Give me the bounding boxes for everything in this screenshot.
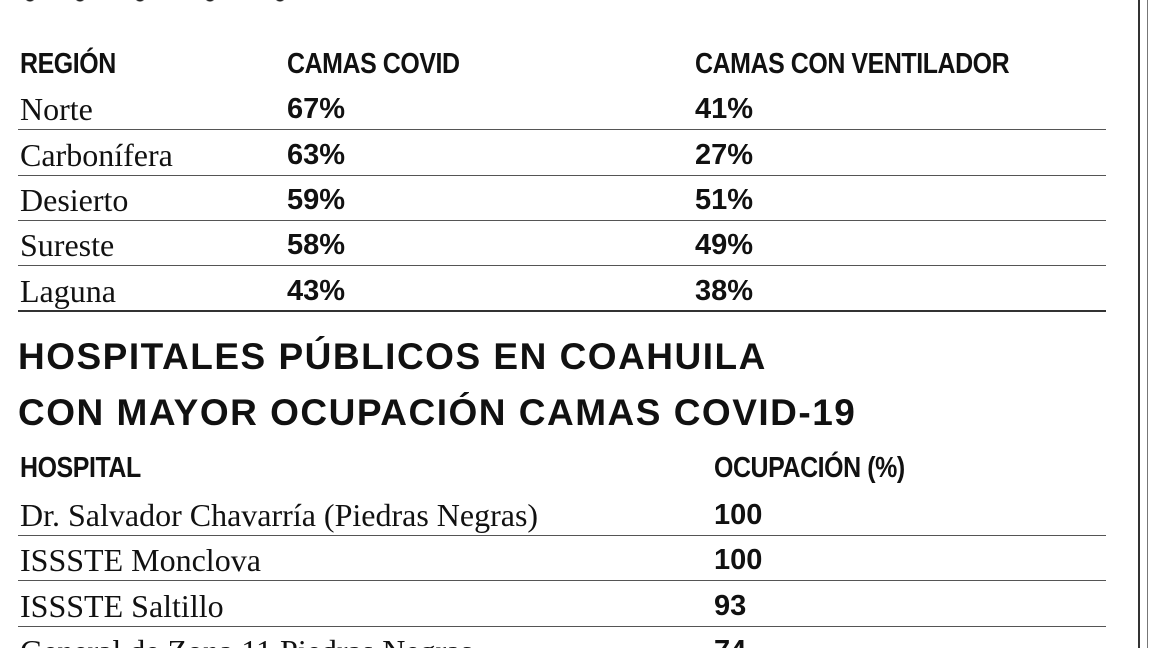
header-ventilator-beds: CAMAS CON VENTILADOR xyxy=(695,48,1010,80)
header-region: REGIÓN xyxy=(20,48,116,80)
cropped-text-fragment xyxy=(20,0,320,6)
occupancy-value: 100 xyxy=(714,499,763,531)
ventilator-beds-value: 49% xyxy=(695,229,754,261)
section-title-line-1: HOSPITALES PÚBLICOS EN COAHUILA xyxy=(18,336,767,377)
header-occupancy: OCUPACIÓN (%) xyxy=(714,452,905,484)
covid-beds-value: 58% xyxy=(287,229,346,261)
header-hospital: HOSPITAL xyxy=(20,452,141,484)
hospital-name: ISSSTE Saltillo xyxy=(20,588,224,624)
region-name: Norte xyxy=(20,91,93,127)
hospital-name: General de Zona 11 Piedras Negras xyxy=(20,635,473,648)
row-divider xyxy=(18,265,1106,266)
ventilator-beds-value: 38% xyxy=(695,275,754,307)
row-divider xyxy=(18,175,1106,176)
page-border xyxy=(1138,0,1140,648)
header-covid-beds: CAMAS COVID xyxy=(287,48,460,80)
ventilator-beds-value: 27% xyxy=(695,139,754,171)
region-name: Sureste xyxy=(20,227,115,263)
occupancy-value: 100 xyxy=(714,544,763,576)
ventilator-beds-value: 41% xyxy=(695,93,754,125)
row-divider xyxy=(18,220,1106,221)
ventilator-beds-value: 51% xyxy=(695,184,754,216)
row-divider xyxy=(18,129,1106,130)
region-name: Carbonífera xyxy=(20,137,173,173)
covid-beds-value: 59% xyxy=(287,184,346,216)
covid-beds-value: 43% xyxy=(287,275,346,307)
region-name: Laguna xyxy=(20,273,116,309)
table-bottom-rule xyxy=(18,310,1106,312)
occupancy-value: 93 xyxy=(714,590,747,622)
region-name: Desierto xyxy=(20,182,129,218)
hospital-name: ISSSTE Monclova xyxy=(20,542,261,578)
row-divider xyxy=(18,626,1106,627)
covid-beds-value: 67% xyxy=(287,93,346,125)
page-border-outer xyxy=(1147,0,1148,648)
covid-beds-value: 63% xyxy=(287,139,346,171)
occupancy-value: 74 xyxy=(714,637,746,648)
section-title-line-2: CON MAYOR OCUPACIÓN CAMAS COVID-19 xyxy=(18,392,857,433)
hospital-name: Dr. Salvador Chavarría (Piedras Negras) xyxy=(20,497,539,533)
row-divider xyxy=(18,580,1106,581)
row-divider xyxy=(18,535,1106,536)
